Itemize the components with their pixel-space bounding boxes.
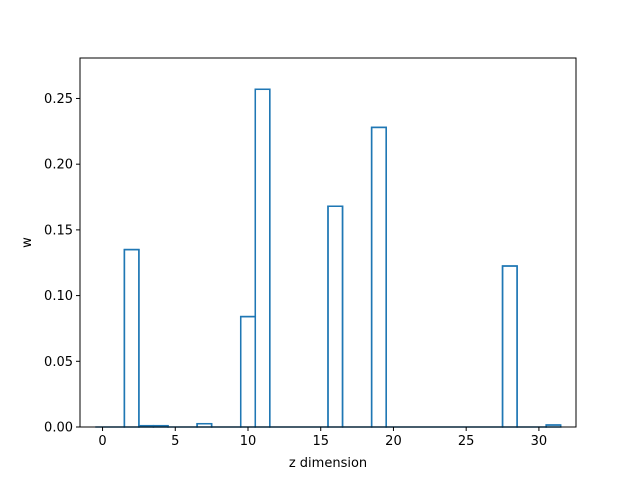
x-tick-label: 5	[171, 434, 179, 449]
x-tick-label: 10	[240, 434, 257, 449]
x-tick-label: 25	[458, 434, 475, 449]
y-tick-label: 0.20	[44, 158, 73, 173]
plot-frame	[79, 57, 577, 428]
y-tick-label: 0.25	[44, 92, 73, 107]
x-tick-label: 30	[531, 434, 548, 449]
x-tick-label: 20	[385, 434, 402, 449]
x-tick-label: 15	[312, 434, 329, 449]
y-tick-label: 0.10	[44, 289, 73, 304]
x-axis-label: z dimension	[289, 456, 367, 471]
y-axis-label: w	[20, 237, 35, 248]
x-tick-label: 0	[98, 434, 106, 449]
y-tick-label: 0.05	[44, 355, 73, 370]
y-axis: 0.00 0.05 0.10 0.15 0.20 0.25	[44, 92, 80, 436]
y-tick-label: 0.15	[44, 223, 73, 238]
x-axis: 0 5 10 15 20 25 30	[98, 427, 547, 449]
y-tick-label: 0.00	[44, 421, 73, 436]
